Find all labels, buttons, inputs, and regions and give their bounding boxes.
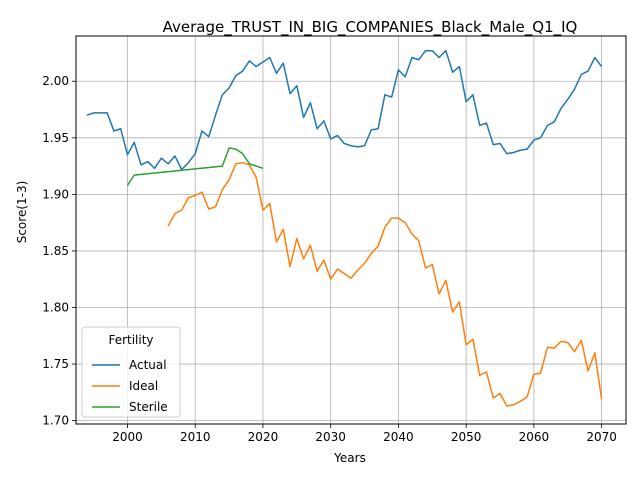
y-axis-label: Score(1-3): [15, 181, 29, 244]
y-axis-ticks: 1.70 1.75 1.80 1.85 1.90 1.95 2.00: [42, 74, 76, 428]
y-tick-label: 1.90: [42, 187, 69, 201]
y-tick-label: 1.75: [42, 357, 69, 371]
chart-title: Average_TRUST_IN_BIG_COMPANIES_Black_Mal…: [163, 18, 578, 37]
y-tick-label: 1.70: [42, 414, 69, 428]
plot-area-frame: [75, 35, 627, 425]
y-tick-label: 1.95: [42, 131, 69, 145]
x-tick-label: 2000: [112, 430, 143, 444]
x-tick-label: 2010: [180, 430, 211, 444]
x-tick-label: 2030: [315, 430, 346, 444]
series-line-ideal: [167, 161, 603, 407]
legend-label-sterile: Sterile: [129, 400, 168, 414]
x-axis-ticks: 2000 2010 2020 2030 2040 2050 2060 2070: [112, 424, 617, 444]
series-line-sterile: [126, 147, 264, 186]
y-tick-label: 1.85: [42, 244, 69, 258]
x-tick-label: 2060: [519, 430, 550, 444]
legend-label-actual: Actual: [129, 358, 167, 372]
legend-title: Fertility: [108, 333, 153, 347]
legend-box: [81, 326, 181, 418]
series-line-actual: [86, 49, 603, 171]
x-tick-label: 2020: [248, 430, 279, 444]
x-axis-label: Years: [333, 451, 366, 465]
series-lines: [86, 49, 603, 407]
y-tick-label: 1.80: [42, 300, 69, 314]
y-tick-label: 2.00: [42, 74, 69, 88]
x-tick-label: 2040: [383, 430, 414, 444]
legend-label-ideal: Ideal: [129, 379, 158, 393]
x-tick-label: 2050: [451, 430, 482, 444]
x-tick-label: 2070: [586, 430, 617, 444]
legend: Fertility Actual Ideal Sterile: [81, 326, 181, 418]
